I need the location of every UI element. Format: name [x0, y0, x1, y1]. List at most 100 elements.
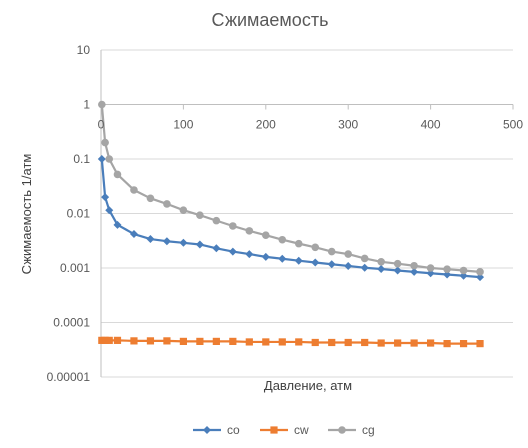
- legend-item-cw: cw: [260, 423, 309, 437]
- data-point-co: [294, 256, 303, 265]
- data-point-cg: [163, 200, 171, 208]
- legend-label: co: [227, 423, 240, 437]
- data-point-co: [129, 230, 138, 239]
- data-point-cw: [394, 339, 402, 347]
- data-point-co: [311, 258, 320, 267]
- data-point-co: [97, 155, 106, 163]
- series-co: [97, 155, 485, 282]
- data-point-cw: [163, 337, 171, 345]
- legend-label: cg: [362, 423, 375, 437]
- data-point-cg: [146, 194, 155, 203]
- data-point-cw: [427, 339, 435, 347]
- data-point-co: [105, 206, 114, 215]
- data-point-cg: [278, 235, 287, 244]
- data-point-cw: [212, 337, 220, 345]
- data-point-cg: [245, 227, 254, 235]
- legend: co cw cg: [193, 423, 375, 437]
- legend-swatch-marker: [338, 426, 346, 434]
- y-tick-label: 0.0001: [53, 316, 90, 330]
- data-point-cw: [146, 337, 155, 345]
- data-point-cg: [443, 265, 451, 274]
- data-point-co: [162, 237, 171, 246]
- data-point-co: [261, 252, 270, 261]
- legend-swatch-marker: [270, 426, 278, 434]
- y-tick-label: 10: [77, 43, 91, 57]
- data-point-cw: [476, 340, 484, 348]
- data-point-cg: [377, 257, 385, 266]
- data-point-cg: [212, 216, 221, 225]
- data-point-cg: [105, 155, 114, 163]
- y-tick-label: 1: [83, 98, 90, 112]
- y-tick-label: 0.00001: [47, 370, 91, 384]
- data-point-cg: [262, 231, 270, 239]
- data-point-co: [245, 250, 254, 259]
- series-cw: [98, 336, 484, 348]
- data-point-cg: [360, 254, 369, 263]
- data-point-cw: [105, 336, 113, 344]
- data-point-cw: [344, 338, 352, 347]
- data-point-cw: [459, 340, 468, 348]
- x-tick-label: 400: [421, 118, 441, 132]
- data-point-cg: [229, 222, 237, 230]
- y-axis-title: Сжимаемость 1/атм: [19, 154, 34, 275]
- data-point-co: [393, 266, 402, 275]
- legend-swatch-marker: [203, 426, 211, 434]
- data-point-co: [459, 271, 468, 280]
- data-point-cg: [327, 247, 336, 256]
- data-point-cw: [262, 338, 270, 346]
- data-point-cw: [101, 336, 109, 344]
- data-point-cg: [113, 170, 122, 179]
- data-point-cw: [377, 339, 385, 347]
- series-line-co: [100, 158, 481, 279]
- data-point-cw: [328, 338, 336, 347]
- data-point-co: [327, 260, 336, 269]
- x-tick-label: 500: [503, 118, 523, 132]
- data-point-cw: [443, 340, 451, 348]
- data-point-co: [228, 247, 237, 256]
- data-point-co: [476, 273, 485, 282]
- data-point-co: [212, 244, 221, 253]
- y-tick-label: 0.01: [67, 207, 91, 221]
- data-point-co: [410, 267, 419, 276]
- data-point-cw: [245, 338, 253, 346]
- series-line-cw: [101, 339, 481, 345]
- series-layer: [97, 100, 485, 348]
- data-point-cg: [476, 268, 484, 276]
- data-point-cw: [361, 338, 369, 347]
- data-point-cg: [459, 266, 468, 275]
- data-point-cg: [179, 206, 188, 214]
- data-point-cg: [98, 100, 106, 109]
- data-point-co: [344, 261, 353, 270]
- y-tick-label: 0.001: [60, 261, 90, 275]
- data-point-co: [443, 270, 452, 279]
- data-point-cg: [101, 138, 109, 147]
- x-tick-label: 100: [173, 118, 193, 132]
- data-point-cg: [130, 186, 138, 194]
- x-tick-label: 300: [338, 118, 358, 132]
- x-tick-label: 200: [256, 118, 276, 132]
- data-point-co: [377, 264, 386, 273]
- x-tick-label: 0: [98, 118, 105, 132]
- data-point-co: [179, 238, 188, 247]
- data-point-cw: [295, 338, 303, 346]
- data-point-co: [101, 193, 110, 202]
- series-cg: [98, 100, 484, 276]
- data-point-co: [146, 235, 155, 244]
- data-point-cw: [179, 337, 187, 345]
- chart-title: Сжимаемость: [212, 10, 329, 30]
- data-point-cg: [311, 243, 320, 252]
- data-point-cw: [278, 338, 286, 346]
- legend-label: cw: [294, 423, 309, 437]
- y-tick-label: 0.1: [73, 152, 90, 166]
- data-point-co: [278, 254, 287, 263]
- data-point-co: [426, 269, 435, 278]
- x-axis-title: Давление, атм: [264, 378, 352, 393]
- data-point-cg: [196, 211, 204, 220]
- tick-labels: 10 1 0.1 0.01 0.001 0.0001 0.00001 0 100 200 300 40…: [47, 43, 524, 384]
- grid: [101, 49, 513, 378]
- data-point-cg: [426, 264, 435, 272]
- data-point-cg: [344, 250, 353, 258]
- data-point-cw: [229, 337, 237, 345]
